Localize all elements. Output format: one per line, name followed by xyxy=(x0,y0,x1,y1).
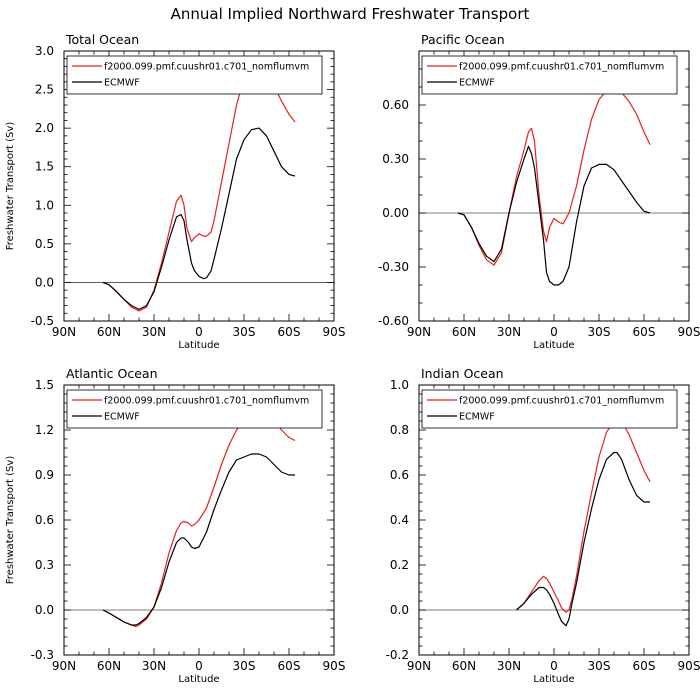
y-tick-label: -0.5 xyxy=(31,314,54,328)
plot-frame xyxy=(63,384,335,656)
legend-label: f2000.099.pmf.cuushr01.c701_nomflumvm xyxy=(459,62,664,73)
legend-label: f2000.099.pmf.cuushr01.c701_nomflumvm xyxy=(459,396,664,407)
x-tick-label: 0 xyxy=(550,325,558,339)
legend-label: ECMWF xyxy=(459,78,495,89)
panel-title: Atlantic Ocean xyxy=(66,366,158,381)
y-tick-label: 0.6 xyxy=(35,513,54,527)
y-tick-label: 3.0 xyxy=(35,44,54,58)
series-line-model xyxy=(457,88,651,266)
x-tick-label: 60N xyxy=(97,659,121,673)
y-tick-label: -0.2 xyxy=(386,648,409,662)
legend-box xyxy=(66,55,323,95)
x-tick-label: 30N xyxy=(142,325,166,339)
series-line-model xyxy=(102,409,296,628)
y-tick-label: 0.60 xyxy=(382,98,409,112)
y-axis-label: Freshwater Transport (Sv) xyxy=(5,122,16,251)
legend: f2000.099.pmf.cuushr01.c701_nomflumvm ECM… xyxy=(421,55,678,95)
x-tick-label: 60S xyxy=(278,325,301,339)
legend-label: f2000.099.pmf.cuushr01.c701_nomflumvm xyxy=(104,62,309,73)
y-tick-label: 0.9 xyxy=(35,468,54,482)
legend-label: ECMWF xyxy=(459,412,495,423)
legend-label: ECMWF xyxy=(104,78,140,89)
y-tick-label: 0.4 xyxy=(390,513,409,527)
series-line-ecmwf xyxy=(102,453,295,626)
legend-box xyxy=(421,55,678,95)
y-tick-label: 0.30 xyxy=(382,152,409,166)
y-tick-label: 0.5 xyxy=(35,237,54,251)
x-tick-label: 90N xyxy=(407,659,431,673)
y-tick-label: 0.6 xyxy=(390,468,409,482)
panel-atlantic-ocean: Atlantic Ocean 90N 60N 30N 0 30S 60S 90S -0.3 0.0… xyxy=(5,366,345,685)
y-tick-label: 0.0 xyxy=(390,603,409,617)
x-tick-label: 90N xyxy=(407,325,431,339)
y-tick-label: 1.5 xyxy=(35,160,54,174)
panel-pacific-ocean: Pacific Ocean 90N 60N 30N 0 30S 60S 90S -0.60 -0.… xyxy=(378,32,700,351)
x-tick-label: 60N xyxy=(452,659,476,673)
x-tick-label: 60N xyxy=(97,325,121,339)
legend-box xyxy=(421,389,678,429)
y-tick-label: 0.3 xyxy=(35,558,54,572)
x-tick-label: 60N xyxy=(452,325,476,339)
x-tick-label: 90S xyxy=(678,325,700,339)
x-tick-label: 90S xyxy=(323,659,346,673)
y-tick-label: 0.00 xyxy=(382,206,409,220)
y-tick-label: 0.8 xyxy=(390,423,409,437)
y-tick-label: 1.0 xyxy=(390,378,409,392)
x-axis-label: Latitude xyxy=(178,340,219,351)
y-tick-label: -0.30 xyxy=(378,260,409,274)
x-axis-label: Latitude xyxy=(178,674,219,685)
series-line-model xyxy=(102,61,296,312)
y-tick-label: 2.0 xyxy=(35,121,54,135)
figure-title: Annual Implied Northward Freshwater Tran… xyxy=(171,5,530,23)
x-axis-label: Latitude xyxy=(533,674,574,685)
legend-box xyxy=(66,389,323,429)
legend: f2000.099.pmf.cuushr01.c701_nomflumvm ECM… xyxy=(66,389,323,429)
y-tick-label: 1.2 xyxy=(35,423,54,437)
legend: f2000.099.pmf.cuushr01.c701_nomflumvm ECM… xyxy=(66,55,323,95)
panel-indian-ocean: Indian Ocean 90N 60N 30N 0 30S 60S 90S -0.2 0.0 0.… xyxy=(386,366,700,685)
series-line-ecmwf xyxy=(102,127,296,310)
x-tick-label: 30S xyxy=(588,325,611,339)
x-tick-label: 90N xyxy=(52,325,76,339)
plot-frame xyxy=(418,50,690,322)
x-tick-label: 30S xyxy=(588,659,611,673)
y-tick-label: 0.0 xyxy=(35,275,54,289)
x-tick-label: 0 xyxy=(550,659,558,673)
y-tick-label: -0.60 xyxy=(378,314,409,328)
series-line-model xyxy=(516,418,651,613)
x-tick-label: 0 xyxy=(195,659,203,673)
y-tick-label: 1.0 xyxy=(35,198,54,212)
x-tick-label: 30N xyxy=(497,659,521,673)
panel-title: Total Ocean xyxy=(65,32,139,47)
plot-frame xyxy=(418,384,690,656)
y-tick-label: 1.5 xyxy=(35,378,54,392)
y-tick-label: 2.5 xyxy=(35,83,54,97)
y-axis-label: Freshwater Transport (Sv) xyxy=(5,456,16,585)
legend: f2000.099.pmf.cuushr01.c701_nomflumvm ECM… xyxy=(421,389,678,429)
x-tick-label: 30S xyxy=(233,325,256,339)
x-tick-label: 60S xyxy=(633,659,656,673)
panel-total-ocean: Total Ocean 90N 60N 30N 0 30S 60S 90S -0.5 0.0 0.5… xyxy=(5,32,345,351)
x-tick-label: 30N xyxy=(142,659,166,673)
legend-label: f2000.099.pmf.cuushr01.c701_nomflumvm xyxy=(104,396,309,407)
x-tick-label: 60S xyxy=(278,659,301,673)
y-tick-label: 0.2 xyxy=(390,558,409,572)
panel-title: Indian Ocean xyxy=(421,366,504,381)
y-tick-label: -0.3 xyxy=(31,648,54,662)
x-tick-label: 60S xyxy=(633,325,656,339)
x-tick-label: 30S xyxy=(233,659,256,673)
x-tick-label: 90N xyxy=(52,659,76,673)
legend-label: ECMWF xyxy=(104,412,140,423)
x-tick-label: 0 xyxy=(195,325,203,339)
x-tick-label: 90S xyxy=(323,325,346,339)
y-tick-label: 0.0 xyxy=(35,603,54,617)
series-line-ecmwf xyxy=(457,145,651,286)
plot-frame xyxy=(63,50,335,322)
panel-title: Pacific Ocean xyxy=(421,32,505,47)
x-tick-label: 90S xyxy=(678,659,700,673)
x-tick-label: 30N xyxy=(497,325,521,339)
x-axis-label: Latitude xyxy=(533,340,574,351)
series-line-ecmwf xyxy=(516,451,650,627)
